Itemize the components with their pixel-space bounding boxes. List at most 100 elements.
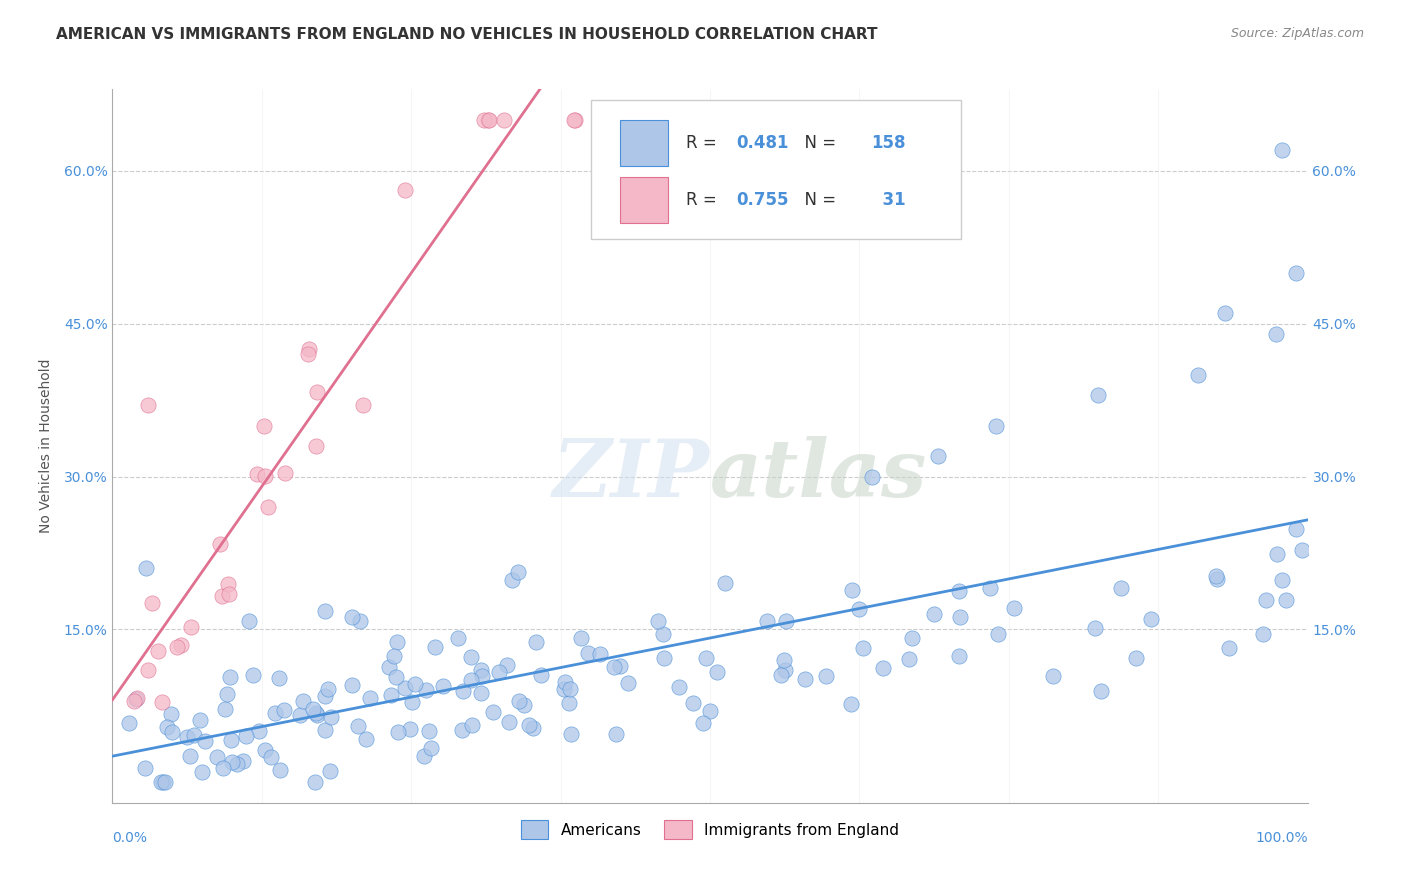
Point: [1084, 622, 1107, 636]
Point: [498, 714, 520, 729]
Point: [319, 710, 342, 724]
Point: [562, 112, 585, 127]
Point: [517, 717, 540, 731]
Point: [176, 731, 198, 745]
Point: [420, 740, 443, 755]
Point: [217, 577, 239, 591]
Point: [183, 728, 205, 742]
Point: [453, 683, 475, 698]
Point: [1285, 522, 1308, 536]
Point: [290, 707, 312, 722]
Point: [246, 467, 269, 482]
Text: N =: N =: [793, 191, 841, 209]
Point: [404, 677, 426, 691]
Point: [560, 681, 582, 696]
Point: [654, 650, 676, 665]
Point: [135, 561, 157, 575]
Point: [269, 763, 291, 777]
Point: [1265, 547, 1288, 561]
Point: [214, 702, 236, 716]
Point: [238, 614, 260, 628]
Point: [253, 418, 276, 433]
Point: [460, 650, 482, 665]
Point: [194, 733, 217, 747]
Point: [447, 631, 470, 645]
Point: [927, 449, 949, 463]
Point: [253, 468, 276, 483]
FancyBboxPatch shape: [620, 120, 668, 166]
Point: [773, 663, 796, 677]
Point: [122, 694, 145, 708]
Point: [860, 469, 883, 483]
Point: [352, 398, 374, 412]
Point: [470, 685, 492, 699]
Point: [138, 398, 160, 412]
Text: 100.0%: 100.0%: [1256, 831, 1308, 846]
Point: [924, 607, 946, 621]
Point: [150, 695, 173, 709]
Point: [314, 689, 336, 703]
Text: ZIP: ZIP: [553, 436, 710, 513]
Point: [304, 775, 326, 789]
Point: [253, 742, 276, 756]
Point: [564, 112, 586, 127]
Point: [1218, 641, 1240, 656]
Point: [530, 667, 553, 681]
Point: [401, 695, 423, 709]
Point: [211, 761, 233, 775]
Point: [839, 697, 862, 711]
Point: [152, 775, 174, 789]
Point: [554, 674, 576, 689]
Point: [794, 672, 817, 686]
Point: [155, 775, 177, 789]
Point: [399, 722, 422, 736]
Point: [297, 347, 319, 361]
Text: Source: ZipAtlas.com: Source: ZipAtlas.com: [1230, 27, 1364, 40]
Point: [387, 724, 409, 739]
Point: [1042, 669, 1064, 683]
Point: [415, 683, 437, 698]
Point: [1205, 569, 1227, 583]
Point: [221, 755, 243, 769]
Text: 31: 31: [872, 191, 905, 209]
Point: [205, 750, 228, 764]
Point: [385, 670, 408, 684]
Point: [1253, 627, 1275, 641]
Point: [211, 589, 233, 603]
Point: [553, 681, 575, 696]
Point: [482, 705, 505, 719]
Point: [1002, 601, 1025, 615]
Point: [305, 706, 328, 720]
Point: [1285, 266, 1308, 280]
Point: [382, 648, 405, 663]
Point: [188, 713, 211, 727]
Point: [1254, 593, 1277, 607]
Text: 0.755: 0.755: [737, 191, 789, 209]
Point: [496, 658, 519, 673]
Point: [146, 644, 169, 658]
Point: [190, 764, 212, 779]
Point: [1125, 650, 1147, 665]
Text: R =: R =: [686, 134, 723, 152]
Point: [394, 183, 416, 197]
Point: [394, 681, 416, 695]
Point: [125, 692, 148, 706]
Point: [1109, 581, 1132, 595]
Point: [257, 500, 280, 515]
Point: [118, 715, 141, 730]
Point: [219, 670, 242, 684]
Point: [1140, 612, 1163, 626]
Point: [949, 610, 972, 624]
Point: [1187, 368, 1209, 382]
Point: [651, 627, 673, 641]
Point: [841, 583, 863, 598]
Text: atlas: atlas: [710, 436, 928, 513]
Point: [477, 112, 499, 127]
Point: [605, 727, 627, 741]
Point: [524, 635, 547, 649]
Point: [647, 614, 669, 628]
Point: [305, 439, 328, 453]
Point: [134, 761, 156, 775]
Point: [460, 673, 482, 688]
Point: [852, 640, 875, 655]
